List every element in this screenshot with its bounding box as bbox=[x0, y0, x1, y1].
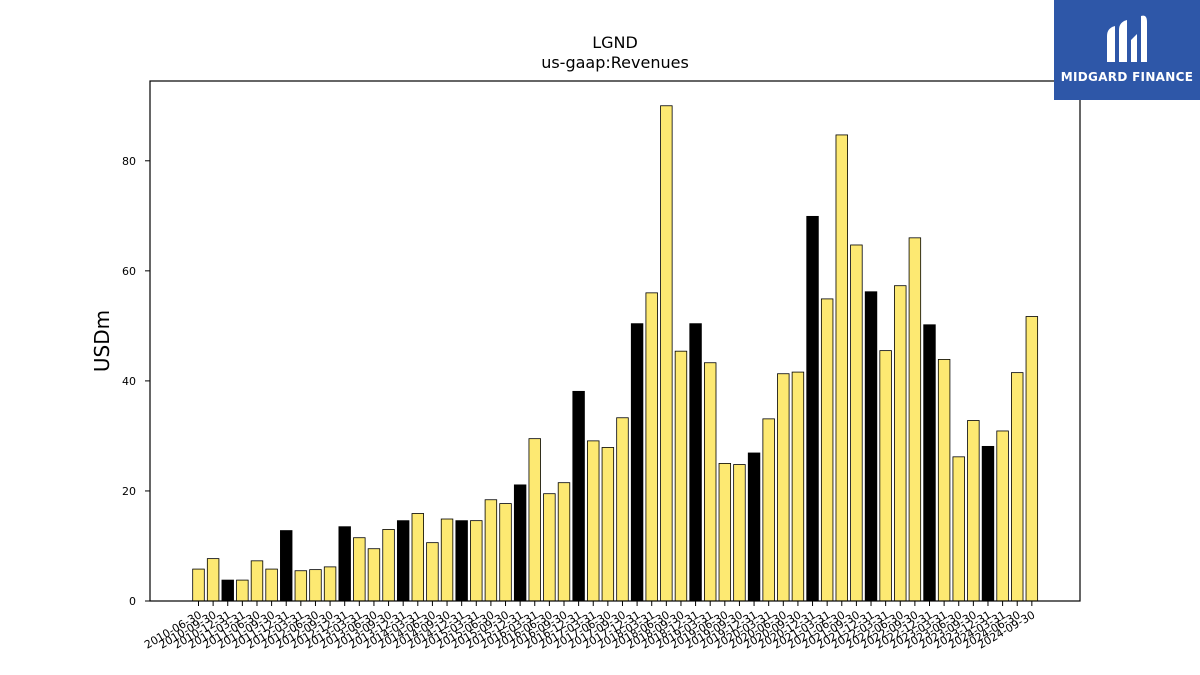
bar-2014-03-31 bbox=[411, 513, 425, 602]
bar-2023-03-31 bbox=[937, 359, 951, 602]
bar-2014-06-30 bbox=[426, 542, 439, 602]
bar-2018-12-31 bbox=[689, 323, 702, 602]
bar-2022-06-30 bbox=[894, 285, 907, 602]
bar-2022-09-30 bbox=[908, 237, 922, 602]
bar-2012-09-30 bbox=[323, 566, 337, 602]
bar-2017-09-30 bbox=[616, 417, 629, 602]
bar-2013-09-30 bbox=[382, 529, 395, 602]
bar-2011-06-30 bbox=[250, 560, 264, 602]
bar-2021-09-30 bbox=[850, 244, 863, 602]
y-tick-label: 60 bbox=[122, 265, 136, 278]
bar-2013-06-30 bbox=[367, 548, 381, 602]
bar-2022-03-31 bbox=[879, 350, 892, 602]
bar-2019-03-31 bbox=[704, 362, 717, 602]
bar-2010-06-30 bbox=[192, 568, 205, 602]
bar-2017-03-31 bbox=[587, 440, 600, 602]
y-axis-label: USDm bbox=[90, 310, 114, 372]
midgard-logo-icon bbox=[1107, 15, 1147, 63]
bar-2021-06-30 bbox=[835, 134, 848, 602]
chart-subtitle: us-gaap:Revenues bbox=[541, 53, 689, 72]
bar-2024-06-30 bbox=[1011, 372, 1024, 602]
bar-2018-03-31 bbox=[645, 292, 658, 602]
bar-2020-03-31 bbox=[762, 418, 775, 602]
bar-2013-03-31 bbox=[353, 537, 366, 602]
bar-2012-06-30 bbox=[309, 569, 322, 602]
bar-2019-06-30 bbox=[718, 463, 732, 602]
bar-2014-12-31 bbox=[455, 520, 468, 602]
bar-2022-12-31 bbox=[923, 324, 936, 602]
bar-2023-12-31 bbox=[981, 445, 995, 602]
bar-2024-03-31 bbox=[996, 430, 1009, 602]
bar-2017-06-30 bbox=[601, 447, 615, 602]
bar-2015-06-30 bbox=[484, 499, 498, 602]
bar-2015-12-31 bbox=[513, 484, 527, 602]
bar-2016-12-31 bbox=[572, 390, 585, 602]
y-tick-label: 0 bbox=[129, 595, 136, 608]
bar-2015-03-31 bbox=[470, 520, 483, 602]
bar-2019-12-31 bbox=[747, 452, 761, 602]
bar-2012-03-31 bbox=[294, 570, 308, 602]
bars-group bbox=[192, 105, 1039, 602]
bar-2011-09-30 bbox=[265, 568, 278, 602]
bar-2011-03-31 bbox=[236, 579, 249, 602]
bar-2018-06-30 bbox=[660, 105, 673, 602]
y-tick-label: 40 bbox=[122, 375, 136, 388]
bar-2016-03-31 bbox=[528, 438, 541, 602]
bar-2017-12-31 bbox=[630, 323, 644, 602]
bar-2020-06-30 bbox=[777, 373, 790, 602]
midgard-finance-logo: MIDGARD FINANCE bbox=[1054, 0, 1200, 100]
bar-2011-12-31 bbox=[280, 530, 293, 602]
y-tick-label: 80 bbox=[122, 155, 136, 168]
logo-text: MIDGARD FINANCE bbox=[1060, 70, 1194, 84]
bar-2014-09-30 bbox=[440, 518, 454, 602]
bar-2015-09-30 bbox=[499, 503, 512, 602]
bar-2024-09-30 bbox=[1025, 316, 1039, 602]
y-axis: 0 20 40 60 80 bbox=[122, 155, 150, 608]
y-tick-label: 20 bbox=[122, 485, 136, 498]
x-axis: 2010-06-302010-09-302010-12-312011-03-31… bbox=[142, 601, 1037, 652]
bar-2021-03-31 bbox=[820, 298, 834, 602]
bar-2010-12-31 bbox=[221, 579, 234, 602]
bar-2016-09-30 bbox=[557, 482, 571, 602]
bar-2019-09-30 bbox=[733, 464, 746, 602]
plot-frame bbox=[149, 80, 1081, 602]
bar-2021-12-31 bbox=[864, 291, 878, 602]
bar-2016-06-30 bbox=[543, 493, 556, 602]
chart-title: LGND bbox=[592, 33, 638, 52]
bar-2023-09-30 bbox=[967, 420, 980, 602]
bar-2020-12-31 bbox=[806, 215, 819, 602]
bar-2023-06-30 bbox=[952, 456, 965, 602]
bar-2012-12-31 bbox=[338, 526, 351, 602]
bar-2020-09-30 bbox=[791, 371, 805, 602]
bar-2010-09-30 bbox=[206, 558, 220, 602]
bar-2013-12-31 bbox=[396, 520, 410, 602]
bar-2018-09-30 bbox=[674, 350, 688, 602]
